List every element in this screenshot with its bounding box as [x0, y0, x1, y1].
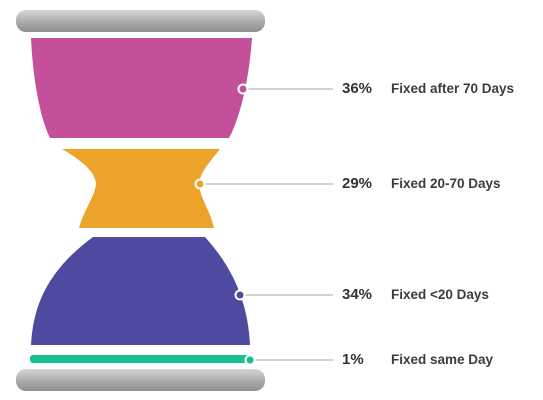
- connector-dot: [194, 178, 206, 190]
- value-label: 34%: [342, 286, 373, 303]
- legend-row-fixed-20-70-days: 29% Fixed 20-70 Days: [0, 172, 543, 196]
- legend-row-fixed-same-day: 1% Fixed same Day: [0, 348, 543, 372]
- connector-dot: [244, 354, 256, 366]
- segment-fixed-same-day: [30, 355, 250, 363]
- top-cap: [16, 10, 265, 32]
- segment-fixed-after-70-days: [31, 38, 252, 138]
- segment-fixed-under-20-days: [31, 237, 250, 345]
- connector-dot: [237, 83, 249, 95]
- connector-dot: [234, 289, 246, 301]
- value-label: 36%: [342, 80, 373, 97]
- category-label: Fixed <20 Days: [391, 287, 489, 302]
- category-label: Fixed after 70 Days: [391, 81, 515, 96]
- category-label: Fixed 20-70 Days: [391, 176, 501, 191]
- legend-row-fixed-under-20-days: 34% Fixed <20 Days: [0, 283, 543, 307]
- segment-fixed-20-70-days: [62, 149, 220, 228]
- legend-row-fixed-after-70-days: 36% Fixed after 70 Days: [0, 77, 543, 101]
- category-label: Fixed same Day: [391, 352, 494, 367]
- value-label: 29%: [342, 175, 373, 192]
- bottom-cap: [16, 369, 265, 391]
- value-label: 1%: [342, 351, 364, 368]
